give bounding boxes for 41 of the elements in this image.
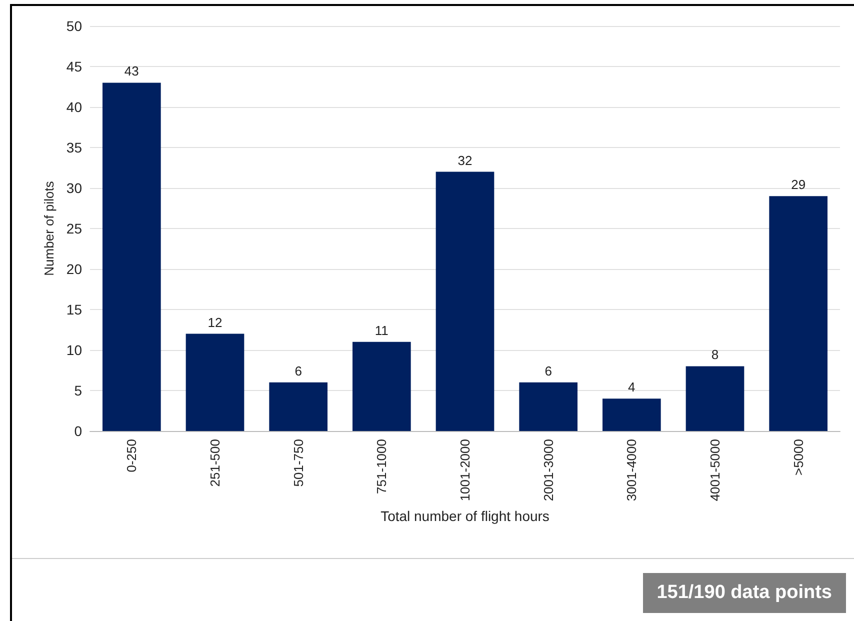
data-label: 11 xyxy=(374,322,388,338)
bar xyxy=(352,342,411,431)
x-tick-label: 501-750 xyxy=(290,439,306,487)
y-tick-label: 20 xyxy=(66,261,82,277)
data-label: 8 xyxy=(711,347,719,362)
y-tick-label: 40 xyxy=(66,99,82,115)
bar xyxy=(686,366,744,431)
bar xyxy=(436,172,494,431)
x-tick-label: 1001-2000 xyxy=(458,439,472,502)
x-tick-label: 751-1000 xyxy=(374,439,390,494)
data-label: 6 xyxy=(294,363,302,378)
y-tick-label: 35 xyxy=(66,140,82,156)
x-tick-label: 251-500 xyxy=(208,439,222,487)
y-tick-label: 15 xyxy=(66,302,82,318)
y-tick-label: 45 xyxy=(66,58,82,74)
y-tick-label: 30 xyxy=(66,180,82,196)
y-tick-label: 50 xyxy=(66,18,82,34)
y-tick-label: 10 xyxy=(66,342,82,358)
bar xyxy=(102,82,161,431)
x-tick-label: >5000 xyxy=(790,439,806,476)
x-axis-title: Total number of flight hours xyxy=(380,508,550,524)
x-tick-label: 0-250 xyxy=(124,439,140,472)
x-tick-label: 3001-4000 xyxy=(624,439,640,502)
y-axis-title: Number of pilots xyxy=(42,180,57,276)
x-tick-label: 4001-5000 xyxy=(708,439,722,502)
data-label: 4 xyxy=(628,380,636,395)
data-label: 32 xyxy=(458,152,472,168)
y-tick-label: 5 xyxy=(74,382,82,398)
data-label: 6 xyxy=(544,363,552,378)
x-tick-label: 2001-3000 xyxy=(540,439,556,502)
bar xyxy=(602,398,661,431)
bar xyxy=(269,382,328,431)
bar xyxy=(519,382,578,431)
data-label: 29 xyxy=(791,177,806,192)
bar xyxy=(769,196,828,431)
y-tick-label: 25 xyxy=(66,220,82,236)
data-label: 43 xyxy=(124,64,139,79)
bar xyxy=(186,334,244,431)
y-tick-label: 0 xyxy=(74,423,82,439)
data-label: 12 xyxy=(208,314,222,330)
text: 151/190 data points xyxy=(642,573,846,613)
